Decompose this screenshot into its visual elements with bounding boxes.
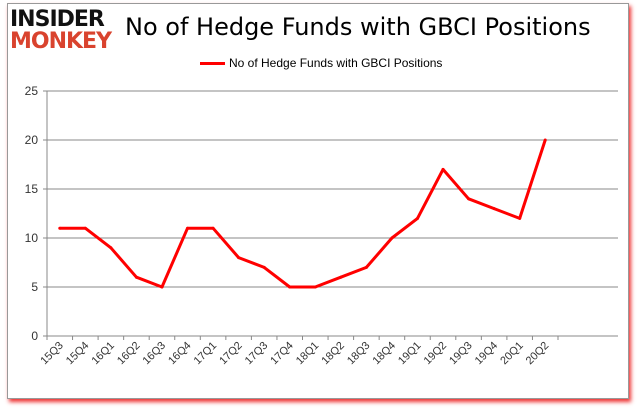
data-point [543, 138, 547, 142]
legend-label: No of Hedge Funds with GBCI Positions [229, 56, 443, 70]
data-point [467, 197, 471, 201]
x-tick-label: 18Q2 [319, 340, 347, 368]
data-point [339, 275, 343, 279]
data-point [237, 256, 241, 260]
x-tick-label: 18Q4 [371, 340, 399, 368]
data-point [58, 226, 62, 230]
x-tick-label: 16Q2 [115, 340, 143, 368]
x-tick-label: 16Q1 [89, 340, 117, 368]
y-tick-label: 15 [25, 182, 39, 196]
x-tick-label: 16Q4 [166, 340, 194, 368]
y-tick-label: 10 [25, 231, 39, 245]
data-point [415, 216, 419, 220]
x-tick-label: 17Q4 [268, 340, 296, 368]
logo-line1: INSIDER [10, 7, 105, 32]
x-tick-label: 15Q3 [38, 340, 66, 368]
y-tick-label: 5 [31, 280, 38, 294]
data-point [364, 265, 368, 269]
x-tick-label: 19Q3 [447, 340, 475, 368]
insider-monkey-logo: INSIDER MONKEY [10, 7, 112, 54]
chart-title: No of Hedge Funds with GBCI Positions [125, 13, 591, 41]
data-point [492, 207, 496, 211]
data-point [288, 285, 292, 289]
x-tick-label: 20Q2 [524, 340, 552, 368]
logo-line2: MONKEY [10, 29, 112, 54]
x-tick-label: 20Q1 [498, 340, 526, 368]
x-tick-label: 17Q1 [192, 340, 220, 368]
data-point [186, 226, 190, 230]
x-tick-label: 18Q1 [294, 340, 322, 368]
data-point [160, 285, 164, 289]
data-point [262, 265, 266, 269]
data-point [441, 167, 445, 171]
y-tick-label: 20 [25, 133, 39, 147]
x-tick-label: 19Q4 [473, 340, 501, 368]
y-tick-label: 0 [31, 329, 38, 343]
data-point [390, 236, 394, 240]
data-point [518, 216, 522, 220]
series-line [59, 139, 547, 289]
x-tick-label: 15Q4 [64, 340, 92, 368]
x-tick-label: 19Q1 [396, 340, 424, 368]
legend: No of Hedge Funds with GBCI Positions [200, 56, 442, 70]
data-point [109, 246, 113, 250]
data-point [134, 275, 138, 279]
x-tick-label: 19Q2 [422, 340, 450, 368]
x-tick-label: 16Q3 [141, 340, 169, 368]
x-tick-label: 18Q3 [345, 340, 373, 368]
data-point [211, 226, 215, 230]
y-tick-label: 25 [25, 84, 39, 98]
data-point [313, 285, 317, 289]
legend-swatch [200, 61, 225, 65]
data-point [83, 226, 87, 230]
x-tick-label: 17Q3 [243, 340, 271, 368]
x-tick-label: 17Q2 [217, 340, 245, 368]
